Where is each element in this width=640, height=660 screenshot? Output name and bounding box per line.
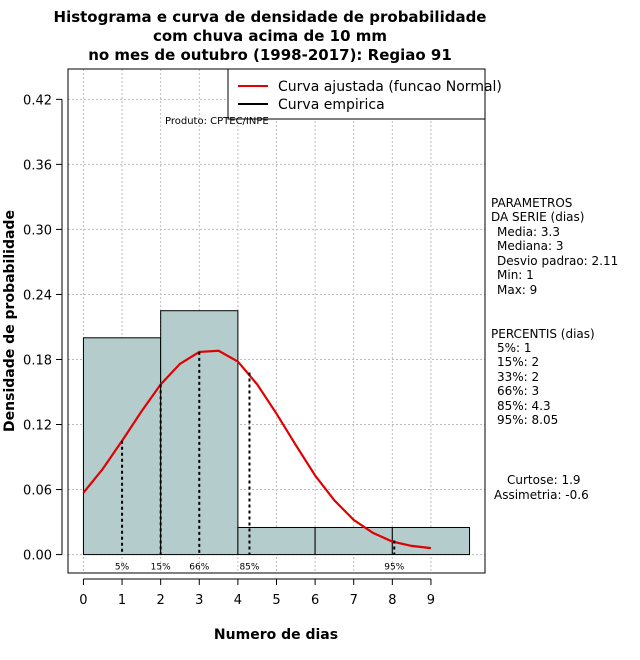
chart-title-line-3: no mes de outubro (1998-2017): Regiao 91 [88,46,452,64]
x-tick-label: 0 [79,593,87,608]
x-tick-label: 1 [118,593,126,608]
grid-lines [68,69,485,573]
y-axis-label: Densidade de probabilidade [2,210,18,432]
percentile-lines: 5% 15% 66% 85% 95% [115,351,405,573]
perc-85: 85%: 4.3 [497,399,551,413]
x-tick-label: 8 [388,593,396,608]
percentile-label: 5% [115,563,130,573]
percentile-label: 85% [239,563,259,573]
y-tick-label: 0.24 [23,288,52,303]
x-tick-label: 6 [311,593,319,608]
histogram-bar [237,526,316,556]
histogram-bar [314,526,393,556]
percentile-label: 95% [384,563,404,573]
perc-33: 33%: 2 [497,370,540,384]
percentile-label: 66% [189,563,209,573]
y-tick-label: 0.36 [23,158,52,173]
x-tick-label: 2 [157,593,165,608]
legend-fitted-label: Curva ajustada (funcao Normal) [278,79,502,95]
params-title-1: PARAMETROS [491,196,573,210]
x-tick-label: 3 [195,593,203,608]
fitted-normal-curve [82,349,432,550]
perc-66: 66%: 3 [497,384,540,398]
legend: Curva ajustada (funcao Normal) Curva emp… [227,68,502,120]
legend-empirical-label: Curva empirica [278,97,385,113]
chart-title-line-1: Histograma e curva de densidade de proba… [53,8,487,26]
x-axis-label: Numero de dias [214,627,338,643]
y-tick-label: 0.30 [23,223,52,238]
producer-note: Produto: CPTEC/INPE [165,116,269,127]
stat-mediana: Mediana: 3 [497,239,564,253]
stat-assimetria: Assimetria: -0.6 [494,488,589,502]
axes: 0 1 2 3 4 5 6 7 8 9 0.00 0.06 0.12 0.18 0.24 0.30 0.36 0.… [23,93,435,608]
stat-max: Max: 9 [497,283,538,297]
histogram-bar [391,526,471,556]
perc-15: 15%: 2 [497,355,540,369]
stat-curtose: Curtose: 1.9 [507,473,581,487]
x-tick-label: 7 [350,593,358,608]
percentis-title: PERCENTIS (dias) [491,327,595,341]
y-tick-label: 0.06 [23,484,52,499]
stat-min: Min: 1 [497,268,534,282]
stat-desvio: Desvio padrao: 2.11 [497,254,619,268]
y-tick-label: 0.12 [23,419,52,434]
perc-95: 95%: 8.05 [497,413,559,427]
x-tick-label: 9 [427,593,435,608]
histogram-bar [82,337,162,556]
params-title-2: DA SERIE (dias) [491,210,585,224]
legend-box [227,68,486,120]
chart-title-line-2: com chuva acima de 10 mm [152,27,388,45]
percentile-label: 15% [151,563,171,573]
stat-media: Media: 3.3 [497,225,560,239]
perc-5: 5%: 1 [497,341,532,355]
y-tick-label: 0.42 [23,93,52,108]
y-tick-label: 0.18 [23,353,52,368]
x-tick-label: 5 [272,593,280,608]
x-tick-label: 4 [234,593,242,608]
y-tick-label: 0.00 [23,549,52,564]
